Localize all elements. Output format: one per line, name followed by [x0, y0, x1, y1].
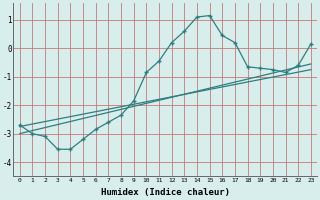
X-axis label: Humidex (Indice chaleur): Humidex (Indice chaleur): [101, 188, 230, 197]
